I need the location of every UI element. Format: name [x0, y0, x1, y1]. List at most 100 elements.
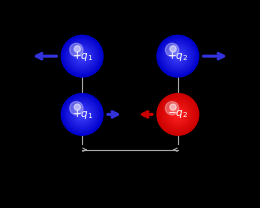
- Circle shape: [161, 98, 194, 131]
- Circle shape: [74, 48, 90, 64]
- Circle shape: [177, 55, 179, 57]
- Text: $+q_{1}$: $+q_{1}$: [72, 108, 93, 121]
- Circle shape: [76, 50, 88, 62]
- Circle shape: [71, 103, 94, 126]
- Circle shape: [174, 52, 182, 60]
- Circle shape: [71, 45, 93, 67]
- Circle shape: [175, 112, 180, 117]
- Circle shape: [159, 96, 197, 133]
- Circle shape: [177, 113, 179, 115]
- Circle shape: [165, 43, 179, 57]
- Circle shape: [62, 36, 102, 76]
- Circle shape: [174, 111, 181, 118]
- Circle shape: [165, 44, 190, 69]
- Circle shape: [66, 98, 98, 131]
- Circle shape: [160, 96, 196, 133]
- Circle shape: [72, 46, 92, 66]
- Circle shape: [160, 38, 196, 74]
- Text: $+q_{2}$: $+q_{2}$: [167, 50, 188, 63]
- Circle shape: [62, 36, 102, 76]
- Circle shape: [73, 47, 92, 66]
- Circle shape: [160, 38, 196, 74]
- Circle shape: [175, 53, 180, 59]
- Circle shape: [77, 110, 87, 119]
- Circle shape: [172, 108, 184, 121]
- Circle shape: [71, 103, 93, 125]
- Circle shape: [72, 104, 93, 125]
- Circle shape: [63, 95, 101, 134]
- Circle shape: [69, 101, 96, 128]
- Circle shape: [80, 112, 85, 117]
- Circle shape: [168, 47, 187, 66]
- Circle shape: [161, 97, 195, 131]
- Circle shape: [160, 97, 196, 132]
- Circle shape: [77, 51, 87, 61]
- Circle shape: [159, 37, 197, 76]
- Circle shape: [62, 94, 102, 135]
- Circle shape: [64, 38, 100, 74]
- Circle shape: [69, 101, 95, 127]
- Circle shape: [171, 49, 185, 63]
- Circle shape: [164, 101, 191, 128]
- Circle shape: [67, 99, 97, 129]
- Circle shape: [167, 104, 188, 125]
- Circle shape: [166, 44, 190, 68]
- Circle shape: [82, 56, 83, 57]
- Circle shape: [163, 41, 193, 71]
- Circle shape: [79, 111, 86, 118]
- Circle shape: [78, 52, 86, 60]
- Circle shape: [164, 100, 192, 128]
- Circle shape: [171, 107, 185, 122]
- Circle shape: [170, 106, 186, 122]
- Circle shape: [158, 36, 198, 76]
- Circle shape: [74, 46, 81, 52]
- Circle shape: [173, 109, 183, 120]
- Circle shape: [169, 105, 187, 123]
- Circle shape: [63, 37, 101, 75]
- Circle shape: [70, 43, 83, 57]
- Circle shape: [62, 95, 102, 134]
- Circle shape: [176, 113, 179, 116]
- Circle shape: [74, 106, 90, 123]
- Circle shape: [81, 54, 84, 58]
- Circle shape: [172, 50, 184, 62]
- Circle shape: [166, 45, 189, 68]
- Circle shape: [174, 110, 182, 119]
- Circle shape: [166, 103, 189, 126]
- Circle shape: [63, 37, 101, 76]
- Circle shape: [64, 97, 100, 132]
- Circle shape: [81, 113, 83, 115]
- Circle shape: [64, 38, 100, 74]
- Circle shape: [74, 104, 81, 110]
- Circle shape: [71, 45, 94, 68]
- Circle shape: [165, 102, 190, 127]
- Circle shape: [162, 40, 194, 72]
- Circle shape: [158, 94, 198, 135]
- Circle shape: [73, 47, 91, 65]
- Circle shape: [170, 104, 176, 110]
- Circle shape: [76, 108, 88, 121]
- Circle shape: [77, 51, 87, 61]
- Circle shape: [173, 51, 183, 61]
- Circle shape: [75, 49, 89, 63]
- Circle shape: [177, 114, 178, 115]
- Circle shape: [72, 104, 92, 124]
- Circle shape: [165, 101, 191, 127]
- Circle shape: [80, 53, 85, 59]
- Circle shape: [163, 99, 193, 129]
- Circle shape: [70, 102, 94, 126]
- Circle shape: [165, 102, 179, 115]
- Circle shape: [77, 109, 87, 120]
- Circle shape: [168, 46, 188, 66]
- Circle shape: [174, 52, 181, 60]
- Circle shape: [171, 108, 185, 121]
- Circle shape: [81, 113, 84, 116]
- Circle shape: [67, 99, 98, 130]
- Circle shape: [75, 107, 89, 122]
- Circle shape: [168, 104, 188, 124]
- Circle shape: [76, 109, 88, 120]
- Circle shape: [170, 106, 186, 123]
- Circle shape: [68, 100, 97, 129]
- Circle shape: [158, 36, 198, 76]
- Circle shape: [66, 98, 99, 131]
